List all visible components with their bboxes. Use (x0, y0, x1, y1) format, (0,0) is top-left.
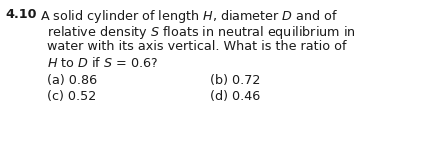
Text: relative density $S$ floats in neutral equilibrium in: relative density $S$ floats in neutral e… (47, 24, 356, 41)
Text: $H$ to $D$ if $S$ = 0.6?: $H$ to $D$ if $S$ = 0.6? (47, 56, 158, 70)
Text: A solid cylinder of length $H$, diameter $D$ and of: A solid cylinder of length $H$, diameter… (40, 8, 338, 25)
Text: 4.10: 4.10 (5, 8, 37, 21)
Text: (c) 0.52: (c) 0.52 (47, 90, 96, 103)
Text: (b) 0.72: (b) 0.72 (210, 74, 260, 87)
Text: (d) 0.46: (d) 0.46 (210, 90, 260, 103)
Text: water with its axis vertical. What is the ratio of: water with its axis vertical. What is th… (47, 40, 346, 53)
Text: (a) 0.86: (a) 0.86 (47, 74, 97, 87)
